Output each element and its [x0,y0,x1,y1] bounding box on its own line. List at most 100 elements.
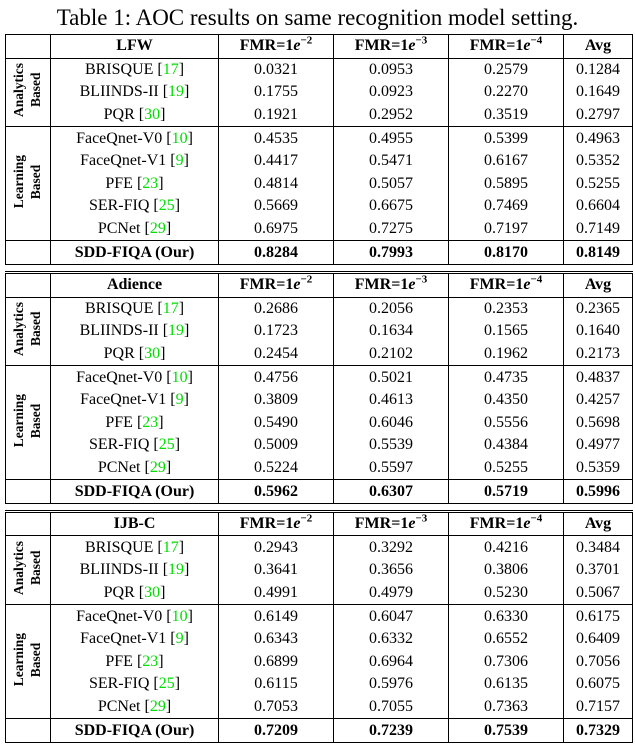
method-cell: SER-FIQ [25] [50,673,219,696]
rotated-group-label: Learning Based [11,394,43,448]
metric-value: 0.5359 [563,456,633,480]
citation-ref: 29 [149,458,166,476]
ours-metric-value: 0.7539 [448,718,564,743]
metric-value: 0.4384 [448,434,564,457]
method-cell: FaceQnet-V1 [9] [50,627,219,651]
metric-value: 0.3806 [448,559,564,582]
citation-ref: 9 [175,152,184,170]
metric-value: 0.2173 [563,342,633,366]
aoc-table-ijb-c: IJB-C FMR=1e−2 FMR=1e−3 FMR=1e−4 Avg Analytic… [5,509,633,743]
method-cell: BLIINDS-II [19] [50,559,219,582]
citation-ref: 23 [142,413,159,431]
method-cell: PCNet [29] [50,695,219,719]
page: Table 1: AOC results on same recognition… [0,5,635,743]
fmr-e-symbol: e [408,276,416,294]
metric-value: 0.2943 [218,535,334,560]
metric-value: 0.1921 [218,103,334,127]
citation-ref: 10 [171,129,188,147]
method-cell: BLIINDS-II [19] [50,81,219,104]
metric-value: 0.5471 [333,149,449,173]
citation-ref: 19 [168,322,185,340]
ours-metric-value: 0.7209 [218,718,334,743]
method-row: PCNet [29] 0.6975 0.7275 0.7197 0.7149 [6,217,633,241]
metric-value: 0.7197 [448,217,564,241]
rotated-group-label: Analytics Based [11,302,43,357]
citation-ref: 23 [142,174,159,192]
fmr-base: FMR=1 [354,276,409,294]
citation-ref: 19 [168,83,185,101]
citation-ref: 17 [162,299,179,317]
avg-header: Avg [563,272,633,298]
metric-value: 0.4837 [563,365,633,389]
method-cell: PQR [30] [50,342,219,366]
method-row: PQR [30] 0.1921 0.2952 0.3519 0.2797 [6,103,633,127]
metric-value: 0.7469 [448,195,564,218]
method-row: FaceQnet-V1 [9] 0.4417 0.5471 0.6167 0.5352 [6,149,633,173]
fmr-base: FMR=1 [469,37,524,55]
metric-value: 0.1962 [448,342,564,366]
metric-value: 0.2365 [563,296,633,321]
fmr-base: FMR=1 [354,515,409,533]
group-label-analytics: Analytics Based [5,296,51,366]
metric-value: 0.4977 [563,434,633,457]
group-label-learning: Learning Based [5,365,51,480]
metric-value: 0.6175 [563,604,633,628]
rotated-group-label: Analytics Based [11,63,43,118]
method-cell: BRISQUE [17] [50,57,219,82]
method-row: PQR [30] 0.4991 0.4979 0.5230 0.5067 [6,581,633,605]
method-cell: PFE [23] [50,650,219,674]
metric-value: 0.6135 [448,673,564,696]
metric-value: 0.5895 [448,172,564,196]
citation-ref: 17 [162,60,179,78]
metric-value: 0.5490 [218,411,334,435]
metric-value: 0.4991 [218,581,334,605]
method-row: Analytics Based BRISQUE [17] 0.2686 0.2056 0… [5,296,633,366]
method-row: PFE [23] 0.5490 0.6046 0.5556 0.5698 [6,411,633,435]
metric-value: 0.7157 [563,695,633,719]
metric-value: 0.5255 [563,172,633,196]
rotated-group-label: Learning Based [11,155,43,209]
group-spacer [5,479,51,504]
metric-value: 0.1723 [218,320,334,343]
ours-metric-value: 0.5996 [563,479,633,504]
group-label-analytics: Analytics Based [5,535,51,605]
fmr-exponent: −2 [300,512,313,525]
fmr-header-2: FMR=1e−3 [333,511,449,536]
fmr-exponent: −3 [415,34,428,47]
metric-value: 0.5230 [448,581,564,605]
method-row: PFE [23] 0.4814 0.5057 0.5895 0.5255 [6,172,633,196]
metric-value: 0.5556 [448,411,564,435]
method-row: PQR [30] 0.2454 0.2102 0.1962 0.2173 [6,342,633,366]
fmr-base: FMR=1 [239,515,294,533]
ours-metric-value: 0.8149 [563,240,633,265]
avg-header: Avg [563,511,633,536]
metric-value: 0.6075 [563,673,633,696]
metric-value: 0.7275 [333,217,449,241]
metric-value: 0.5539 [333,434,449,457]
metric-value: 0.5352 [563,149,633,173]
metric-value: 0.6964 [333,650,449,674]
fmr-header-1: FMR=1e−2 [218,272,334,298]
method-row: BLIINDS-II [19] 0.1723 0.1634 0.1565 0.1640 [6,320,633,343]
method-row: SER-FIQ [25] 0.5009 0.5539 0.4384 0.4977 [6,434,633,457]
method-cell: BRISQUE [17] [50,296,219,321]
method-row: PCNet [29] 0.5224 0.5597 0.5255 0.5359 [6,456,633,480]
metric-value: 0.2353 [448,296,564,321]
fmr-header-2: FMR=1e−3 [333,34,449,59]
metric-value: 0.3519 [448,103,564,127]
metric-value: 0.6046 [333,411,449,435]
method-cell: PQR [30] [50,103,219,127]
metric-value: 0.6149 [218,604,334,628]
metric-value: 0.1640 [563,320,633,343]
metric-value: 0.6332 [333,627,449,651]
fmr-header-3: FMR=1e−4 [448,272,564,298]
avg-header: Avg [563,34,633,59]
table-body: LFW FMR=1e−2 FMR=1e−3 FMR=1e−4 Avg Analytics … [5,34,633,265]
group-header-spacer [5,272,51,298]
tables-container: LFW FMR=1e−2 FMR=1e−3 FMR=1e−4 Avg Analytics … [0,34,635,743]
metric-value: 0.2102 [333,342,449,366]
metric-value: 0.6115 [218,673,334,696]
method-cell: SER-FIQ [25] [50,434,219,457]
metric-value: 0.6975 [218,217,334,241]
fmr-header-1: FMR=1e−2 [218,511,334,536]
